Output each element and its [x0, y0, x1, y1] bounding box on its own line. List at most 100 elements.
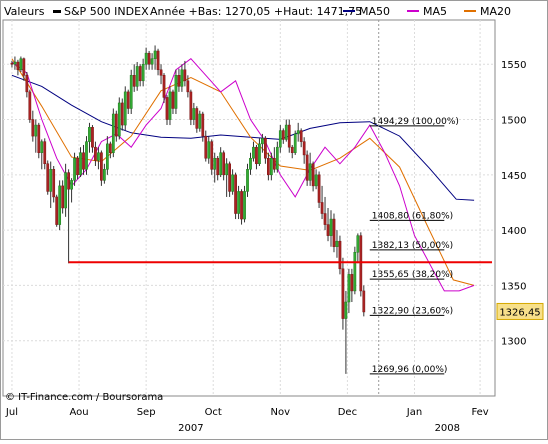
candle [70, 178, 73, 203]
candle [117, 97, 121, 140]
y-tick-label: 1300 [501, 337, 526, 348]
candle-body [186, 80, 190, 93]
y-tick-label: 1500 [501, 116, 526, 127]
candle-body [177, 75, 181, 87]
candle-body [117, 102, 121, 137]
candle [34, 119, 38, 153]
candle-body [234, 174, 237, 214]
candle-body [40, 141, 44, 153]
candle [91, 125, 94, 153]
candle [225, 158, 229, 197]
candle [281, 128, 285, 144]
candle [126, 89, 130, 114]
candle-body [264, 138, 267, 159]
candle [16, 59, 20, 76]
candle [240, 189, 243, 225]
ma5-line [11, 58, 475, 292]
candle [359, 232, 363, 297]
x-tick-label: Oct [205, 407, 222, 418]
candle-body [126, 91, 130, 109]
overlays: 1326,45 [68, 20, 544, 396]
candle [129, 69, 133, 114]
candle [88, 122, 91, 153]
candle-body [329, 218, 333, 236]
candle [22, 57, 26, 81]
candle [261, 133, 264, 153]
candle [10, 60, 14, 68]
candle-body [326, 224, 330, 236]
candle-body [132, 75, 136, 87]
candle [150, 53, 154, 70]
candle [228, 161, 231, 197]
candle [85, 136, 88, 175]
candle [341, 257, 345, 330]
x-tick-label: Nov [271, 407, 291, 418]
candle-body [138, 66, 142, 82]
candle-body [150, 58, 154, 65]
symbol-swatch [53, 10, 61, 13]
candle-body [85, 141, 88, 170]
candle-body [37, 124, 41, 153]
candle [79, 147, 82, 178]
candle-body [111, 113, 115, 153]
candle-body [323, 213, 327, 225]
candle [272, 147, 276, 173]
candle [201, 111, 205, 142]
candle-body [55, 196, 59, 225]
candle-body [237, 191, 240, 214]
candle [258, 138, 261, 166]
candle-body [305, 154, 309, 181]
candle-body [153, 50, 157, 59]
candle [82, 144, 85, 175]
candle [296, 122, 300, 142]
candle-body [359, 235, 363, 292]
candle [19, 56, 23, 72]
candle-body [332, 218, 336, 247]
candle [37, 122, 41, 159]
candle-body [82, 152, 85, 170]
candle [186, 75, 190, 98]
x-tick-label: Fev [471, 407, 488, 418]
candle-body [91, 127, 94, 148]
candle-body [216, 157, 220, 176]
candle [350, 268, 354, 302]
header-label: Valeurs [4, 5, 45, 18]
candle-body [67, 172, 70, 190]
fib-level-label: 1355,65 (38,20%) [372, 270, 453, 280]
candle [159, 64, 163, 85]
y-tick-label: 1450 [501, 171, 526, 182]
candle-body [114, 113, 118, 137]
candle-body [269, 157, 273, 176]
candle-body [225, 163, 229, 176]
candle [237, 185, 240, 220]
header-symbol: S&P 500 INDEX [64, 5, 149, 18]
candle-body [231, 174, 234, 192]
candle-body [144, 52, 148, 65]
candle-body [320, 202, 324, 214]
candle [231, 169, 234, 195]
candle [284, 119, 288, 142]
candle-body [347, 274, 351, 303]
candle-body [210, 141, 214, 170]
candle-body [49, 169, 53, 192]
candle-body [243, 191, 246, 220]
candle [222, 150, 226, 181]
candle [204, 130, 208, 162]
candle-body [25, 75, 29, 93]
candle-body [43, 141, 47, 165]
candle [219, 147, 223, 178]
candle-body [147, 52, 151, 65]
candle-body [10, 62, 14, 65]
candle-body [296, 130, 300, 135]
grid-lines [3, 20, 495, 396]
candle [58, 180, 62, 231]
candle [255, 144, 258, 170]
candle-body [258, 143, 261, 165]
candle-body [19, 58, 23, 71]
candle [180, 64, 184, 92]
candle-body [267, 157, 270, 176]
candle-body [79, 152, 82, 176]
candle-body [159, 69, 163, 76]
candle [269, 152, 273, 181]
candle [123, 86, 127, 131]
